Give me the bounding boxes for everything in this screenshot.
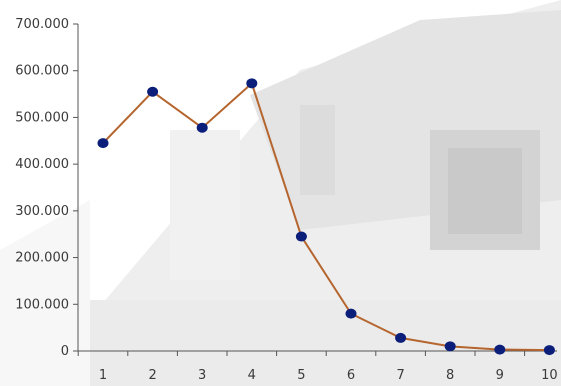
- x-tick-label: 9: [496, 368, 504, 383]
- axes: [73, 23, 557, 356]
- data-point-marker: [295, 231, 307, 242]
- y-tick-label: 0: [61, 344, 69, 359]
- x-tick-label: 10: [541, 368, 558, 383]
- data-point-marker: [97, 138, 109, 149]
- data-point-marker: [543, 345, 555, 356]
- y-tick-label: 700.000: [15, 17, 69, 32]
- y-tick-label: 200.000: [15, 251, 69, 266]
- data-point-marker: [196, 122, 208, 133]
- x-tick-label: 2: [148, 368, 156, 383]
- data-series: [97, 78, 555, 356]
- data-point-marker: [395, 332, 407, 343]
- y-tick-label: 300.000: [15, 204, 69, 219]
- tick-labels: 0 100.000 200.000 300.000 400.000 500.000 600.…: [15, 17, 557, 383]
- x-tick-label: 1: [99, 368, 107, 383]
- data-point-marker: [444, 341, 456, 352]
- x-tick-label: 5: [297, 368, 305, 383]
- y-tick-label: 500.000: [15, 110, 69, 125]
- data-point-marker: [494, 344, 506, 355]
- x-tick-label: 6: [347, 368, 355, 383]
- data-point-marker: [345, 308, 357, 319]
- x-tick-label: 7: [396, 368, 404, 383]
- data-point-marker: [246, 78, 258, 89]
- data-point-marker: [147, 86, 159, 97]
- x-tick-label: 8: [446, 368, 454, 383]
- x-tick-label: 4: [248, 368, 256, 383]
- y-tick-label: 600.000: [15, 64, 69, 79]
- y-tick-label: 100.000: [15, 297, 69, 312]
- y-tick-label: 400.000: [15, 157, 69, 172]
- x-tick-label: 3: [198, 368, 206, 383]
- series-line: [102, 82, 550, 352]
